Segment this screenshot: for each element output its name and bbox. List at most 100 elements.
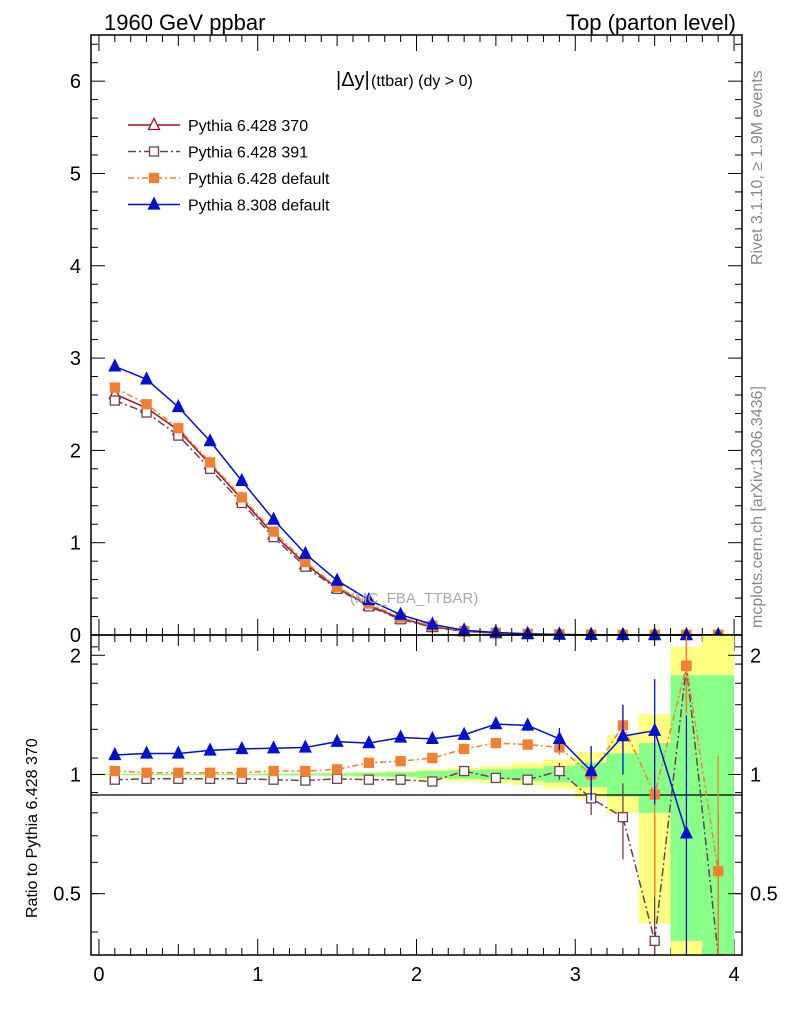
ratio-point bbox=[109, 774, 120, 785]
ratio-point bbox=[458, 743, 470, 755]
ratio-point bbox=[679, 825, 693, 839]
ratio-point bbox=[268, 765, 279, 777]
y-tick-label: 4 bbox=[70, 256, 81, 278]
ratio-point bbox=[489, 716, 503, 730]
y-tick-label: 2 bbox=[70, 440, 81, 462]
ratio-point bbox=[236, 767, 247, 778]
ratio-point bbox=[268, 774, 279, 785]
y-tick-label: 0 bbox=[70, 625, 81, 647]
data-point bbox=[300, 556, 311, 568]
ratio-point bbox=[141, 767, 152, 778]
ratio-point bbox=[363, 757, 375, 768]
ratio-point bbox=[522, 774, 533, 785]
ratio-panel: 0.5 0.5 1 1 2 2 Ratio to Pythia 6.428 370 bbox=[24, 634, 778, 956]
uncertainty-band-inner bbox=[352, 772, 385, 777]
data-point bbox=[141, 407, 152, 418]
ratio-point bbox=[140, 745, 154, 759]
ratio-point bbox=[552, 730, 566, 745]
ratio-tick-label-left: 2 bbox=[70, 645, 81, 667]
data-point bbox=[140, 371, 154, 385]
ratio-point bbox=[490, 772, 502, 784]
x-tick-label: 4 bbox=[728, 964, 739, 986]
legend-label: Pythia 6.428 391 bbox=[188, 145, 308, 162]
data-point bbox=[141, 399, 152, 410]
ratio-point bbox=[649, 935, 660, 947]
plot-title: |Δy| (ttbar) (dy > 0) bbox=[336, 69, 473, 91]
ratio-ylabel: Ratio to Pythia 6.428 370 bbox=[24, 738, 41, 918]
x-tick-label: 1 bbox=[252, 964, 263, 986]
ratio-point bbox=[300, 765, 311, 777]
ratio-point bbox=[173, 767, 184, 778]
ratio-point bbox=[331, 773, 343, 784]
ratio-line-1 bbox=[114, 665, 719, 956]
legend-marker bbox=[148, 146, 160, 157]
data-point bbox=[330, 572, 344, 586]
ratio-tick-label-right: 2 bbox=[750, 645, 761, 667]
ratio-point bbox=[617, 812, 629, 823]
data-point bbox=[267, 511, 281, 525]
ratio-tick-label-right: 1 bbox=[750, 764, 761, 786]
data-point bbox=[394, 606, 408, 620]
ratio-point bbox=[394, 729, 408, 743]
ratio-point bbox=[425, 730, 439, 745]
uncertainty-band-inner bbox=[416, 771, 449, 778]
x-tick-label: 3 bbox=[570, 964, 581, 986]
ratio-point bbox=[616, 728, 630, 742]
ratio-point bbox=[300, 775, 311, 786]
x-tick-label: 2 bbox=[411, 964, 422, 986]
mcplots-label: mcplots.cern.ch [arXiv:1306.3436] bbox=[749, 386, 766, 628]
ratio-point bbox=[204, 767, 216, 778]
ratio-point bbox=[108, 747, 122, 761]
ratio-point bbox=[648, 722, 662, 736]
legend-label: Pythia 8.308 default bbox=[188, 198, 330, 215]
ratio-tick-label-left: 1 bbox=[70, 764, 81, 786]
analysis-watermark: (MC_FBA_TTBAR) bbox=[350, 590, 478, 607]
legend-label: Pythia 6.428 370 bbox=[188, 118, 308, 135]
ratio-tick-label-right: 0.5 bbox=[750, 884, 778, 906]
ratio-point bbox=[363, 774, 375, 785]
legend: Pythia 6.428 370 Pythia 6.428 391 Pythia 6… bbox=[128, 117, 330, 215]
ratio-point bbox=[521, 717, 535, 731]
data-point bbox=[109, 382, 120, 393]
data-point bbox=[171, 399, 185, 413]
data-point bbox=[108, 358, 122, 372]
y-tick-label: 3 bbox=[70, 348, 81, 370]
rivet-version-label: Rivet 3.1.10, ≥ 1.9M events bbox=[749, 70, 766, 265]
data-point bbox=[268, 526, 279, 537]
legend-marker bbox=[147, 117, 161, 131]
y-tick-label: 6 bbox=[70, 71, 81, 93]
ratio-point bbox=[554, 765, 565, 777]
data-point bbox=[362, 591, 376, 606]
y-tick-label: 5 bbox=[70, 163, 81, 185]
legend-marker bbox=[148, 172, 160, 184]
ratio-point bbox=[395, 756, 406, 767]
ratio-point bbox=[331, 764, 343, 775]
header-left: 1960 GeV ppbar bbox=[104, 10, 265, 35]
ratio-point bbox=[427, 752, 438, 764]
data-point bbox=[204, 457, 216, 468]
ratio-frame bbox=[90, 634, 743, 956]
ratio-point bbox=[490, 737, 502, 749]
legend-marker bbox=[147, 196, 161, 210]
x-tick-label: 0 bbox=[93, 964, 104, 986]
ratio-point bbox=[681, 660, 692, 672]
ratio-tick-label-left: 0.5 bbox=[53, 884, 81, 906]
legend-label: Pythia 6.428 default bbox=[188, 171, 330, 188]
ratio-point bbox=[330, 733, 344, 747]
ratio-point bbox=[235, 740, 249, 755]
ratio-point bbox=[298, 739, 312, 753]
y-tick-label: 1 bbox=[70, 533, 81, 555]
data-point bbox=[173, 423, 184, 434]
data-point bbox=[109, 395, 120, 406]
ratio-point bbox=[457, 726, 471, 740]
plot-title-sub: (ttbar) (dy > 0) bbox=[371, 73, 473, 90]
plot-title-main: |Δy| bbox=[336, 69, 370, 91]
ratio-point bbox=[109, 765, 120, 777]
ratio-point bbox=[584, 763, 598, 777]
ratio-point bbox=[362, 735, 376, 749]
uncertainty-band-inner bbox=[384, 772, 417, 777]
header-right: Top (parton level) bbox=[566, 10, 736, 35]
ratio-point bbox=[395, 774, 406, 785]
ratio-point bbox=[267, 740, 281, 754]
